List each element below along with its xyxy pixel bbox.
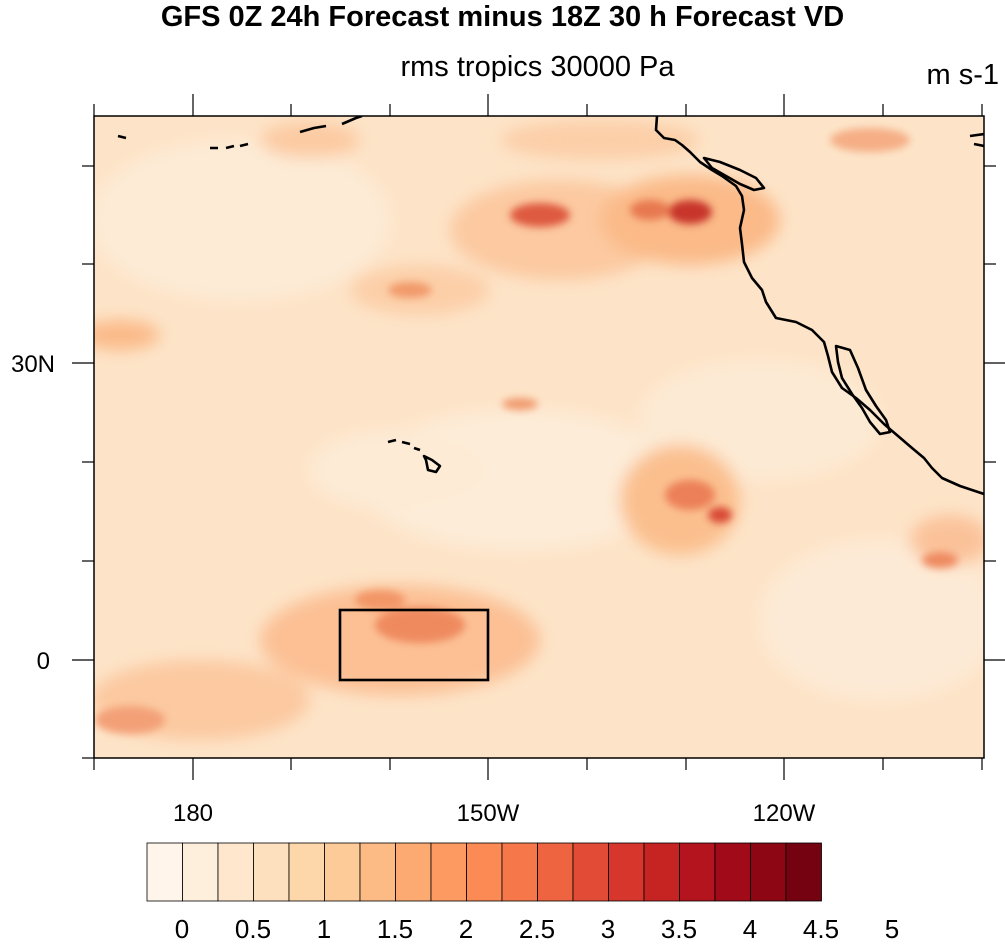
- colorbar-swatch: [253, 842, 290, 902]
- coast-hawaii: [387, 438, 442, 474]
- colorbar-label: 3.5: [661, 914, 697, 944]
- colorbar-swatch: [608, 842, 645, 902]
- colorbar-label: 0.5: [235, 914, 271, 944]
- coast-north-america: [654, 116, 984, 496]
- map-subtitle: rms tropics 30000 Pa: [400, 51, 675, 83]
- colorbar: 0 0.5 1 1.5 2 2.5 3 3.5 4 4.5 5: [146, 842, 899, 944]
- colorbar-swatch: [146, 842, 183, 902]
- colorbar-label: 4: [743, 914, 757, 944]
- colorbar-label: 1: [317, 914, 331, 944]
- map-title: GFS 0Z 24h Forecast minus 18Z 30 h Forec…: [160, 1, 845, 33]
- coast-vancouver-island: [702, 156, 766, 192]
- colorbar-label: 2.5: [519, 914, 555, 944]
- field-blobs-strong: [95, 128, 958, 734]
- colorbar-swatch: [182, 842, 219, 902]
- coast-northeast-edge: [969, 132, 984, 148]
- colorbar-label: 3: [601, 914, 615, 944]
- x-tick-label-120w: 120W: [753, 800, 816, 827]
- colorbar-swatch: [750, 842, 787, 902]
- colorbar-swatch: [501, 842, 538, 902]
- colorbar-label: 0: [175, 914, 189, 944]
- colorbar-label: 1.5: [377, 914, 413, 944]
- coast-aleutian: [117, 116, 363, 150]
- units-label: m s-1: [926, 59, 1000, 91]
- colorbar-label: 5: [885, 914, 899, 944]
- tick-marks: [72, 94, 1005, 780]
- colorbar-swatch: [679, 842, 716, 902]
- region-box: [338, 608, 490, 682]
- colorbar-swatch: [395, 842, 432, 902]
- colorbar-swatch: [466, 842, 503, 902]
- coastlines: [117, 116, 984, 496]
- colorbar-swatch: [714, 842, 751, 902]
- x-tick-label-180: 180: [173, 800, 213, 827]
- field-shading: [94, 116, 984, 758]
- colorbar-swatch: [288, 842, 325, 902]
- colorbar-swatch: [785, 842, 822, 902]
- colorbar-swatch: [643, 842, 680, 902]
- y-tick-label-30n: 30N: [11, 351, 55, 378]
- colorbar-label: 4.5: [803, 914, 839, 944]
- colorbar-swatch: [217, 842, 254, 902]
- x-tick-label-150w: 150W: [457, 800, 520, 827]
- colorbar-label: 2: [459, 914, 473, 944]
- colorbar-swatch: [324, 842, 361, 902]
- colorbar-swatch: [359, 842, 396, 902]
- colorbar-swatch: [572, 842, 609, 902]
- colorbar-swatch: [430, 842, 467, 902]
- coast-baja-california: [834, 344, 892, 436]
- y-tick-label-0: 0: [37, 648, 50, 675]
- plot-frame: [93, 115, 985, 759]
- field-blobs-soft: [94, 120, 984, 740]
- colorbar-swatch: [537, 842, 574, 902]
